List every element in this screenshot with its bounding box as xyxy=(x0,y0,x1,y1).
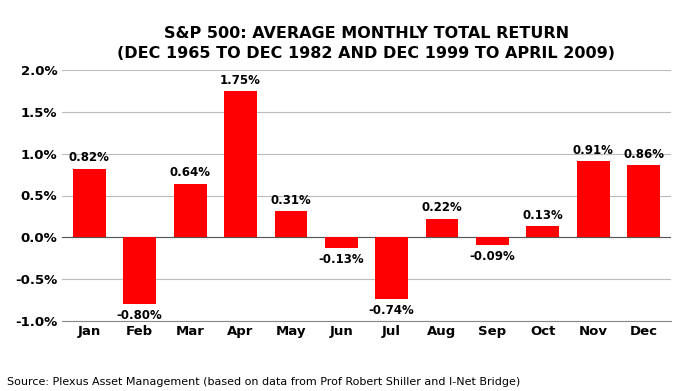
Text: Source: Plexus Asset Management (based on data from Prof Robert Shiller and I-Ne: Source: Plexus Asset Management (based o… xyxy=(7,377,520,387)
Text: -0.80%: -0.80% xyxy=(117,309,162,322)
Bar xyxy=(174,184,206,237)
Bar xyxy=(73,169,105,237)
Text: 0.31%: 0.31% xyxy=(271,194,311,207)
Bar xyxy=(425,219,458,237)
Text: -0.09%: -0.09% xyxy=(469,250,515,263)
Text: 0.86%: 0.86% xyxy=(623,148,664,161)
Text: (DEC 1965 TO DEC 1982 AND DEC 1999 TO APRIL 2009): (DEC 1965 TO DEC 1982 AND DEC 1999 TO AP… xyxy=(117,46,616,61)
Bar xyxy=(325,237,358,248)
Text: S&P 500: AVERAGE MONTHLY TOTAL RETURN: S&P 500: AVERAGE MONTHLY TOTAL RETURN xyxy=(164,26,569,41)
Bar xyxy=(476,237,509,245)
Bar xyxy=(275,212,308,237)
Text: 0.22%: 0.22% xyxy=(422,201,462,214)
Text: 0.91%: 0.91% xyxy=(573,144,614,157)
Bar xyxy=(123,237,156,304)
Text: -0.13%: -0.13% xyxy=(319,253,364,267)
Bar xyxy=(375,237,408,299)
Text: 1.75%: 1.75% xyxy=(220,74,261,87)
Text: 0.13%: 0.13% xyxy=(523,209,563,222)
Bar xyxy=(224,91,257,237)
Text: 0.64%: 0.64% xyxy=(170,166,210,179)
Bar xyxy=(627,165,660,237)
Bar xyxy=(577,161,610,237)
Text: -0.74%: -0.74% xyxy=(369,304,414,317)
Text: 0.82%: 0.82% xyxy=(69,151,110,164)
Bar xyxy=(527,226,559,237)
